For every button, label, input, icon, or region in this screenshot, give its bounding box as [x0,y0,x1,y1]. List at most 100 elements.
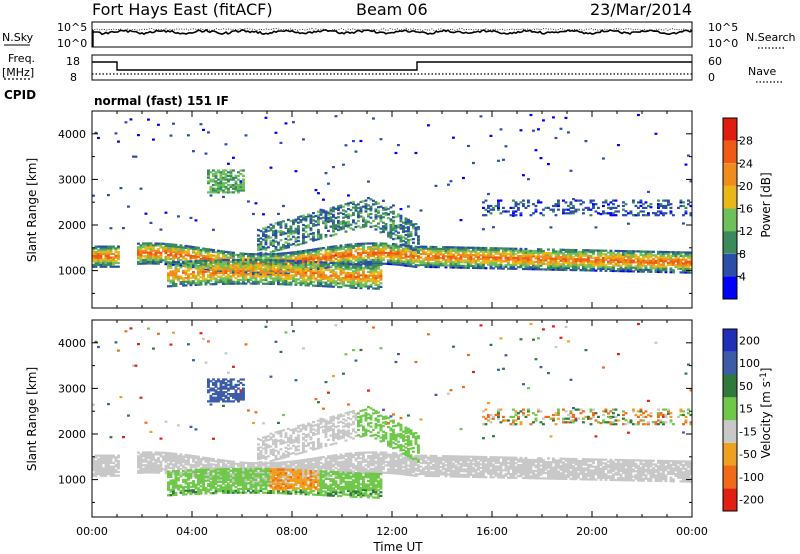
power-cell [427,260,430,263]
power-cell [194,263,198,266]
power-cell [557,250,560,253]
power-cell [379,271,383,274]
power-cell [412,265,415,268]
velocity-cell [177,465,180,468]
power-cell [204,152,208,155]
power-cell [657,199,660,202]
power-cell [604,267,608,271]
power-cell [169,285,173,288]
power-cell [304,260,308,263]
power-cell [209,268,213,271]
power-cell [172,263,175,266]
velocity-cell [119,396,123,399]
power-cell [339,253,343,256]
power-cell [637,255,640,258]
power-cell [572,263,575,266]
power-cell [487,206,490,209]
power-cell [577,199,580,202]
power-cell [662,263,665,266]
velocity-heatmap [92,322,693,499]
velocity-cell [169,470,173,473]
power-cell [302,229,305,232]
power-cell [287,283,290,286]
power-cell [194,276,198,279]
power-cell [372,269,375,272]
power-cell [344,273,348,276]
power-cell [367,247,370,251]
power-cell [522,249,525,252]
power-cell [507,253,510,256]
power-cell [517,206,520,209]
velocity-cell [109,436,113,439]
power-cell [274,259,278,262]
power-cell [684,255,688,258]
power-cell [417,260,420,263]
power-cell [294,261,298,264]
power-cell [337,264,340,267]
power-cell [294,256,298,259]
power-cell [484,250,488,253]
power-cell [587,208,590,211]
velocity-cell [214,481,218,484]
power-cell [632,255,635,258]
velocity-cell [97,461,100,464]
power-cell [444,258,448,262]
power-cell [202,261,205,264]
power-cell [627,251,630,255]
power-cell [212,270,215,273]
velocity-cell [177,488,180,491]
power-cell [189,284,193,287]
power-cell [139,249,143,252]
velocity-cell [214,463,218,466]
power-cell [487,256,490,259]
power-cell [669,269,673,272]
velocity-cell [179,484,183,487]
power-cell [414,253,418,256]
power-cell [179,258,183,262]
power-cell [584,263,588,266]
power-cell [512,258,515,261]
power-cell [582,269,585,272]
velocity-cell [192,475,195,478]
power-cell [337,253,340,257]
power-cell [177,277,180,280]
power-cell [309,238,313,241]
power-cell [469,246,473,249]
power-cell [679,254,683,258]
power-cell [254,262,258,265]
power-cell [524,251,528,254]
velocity-cell [212,492,215,495]
power-cell [187,260,190,263]
power-cell [147,251,150,254]
power-cell [112,252,115,255]
power-cell [142,255,145,258]
velocity-cell [199,474,203,477]
power-cell [689,214,693,217]
power-cell [357,277,360,280]
power-cell [92,251,95,254]
power-cell [232,253,235,256]
power-cell [444,262,448,265]
power-cell [649,256,653,259]
power-cell [232,176,235,179]
velocity-cell [209,475,213,479]
velocity-cell [99,470,103,474]
power-cell [659,267,663,270]
power-cell [629,210,633,213]
power-cell [414,258,418,261]
power-cell [97,249,100,252]
velocity-cell [92,474,95,477]
power-cell [397,237,400,240]
power-cell [152,247,155,250]
power-cell [367,197,370,200]
power-cell [449,249,453,253]
power-cell [217,191,220,194]
power-cell [227,280,230,283]
power-cell [222,178,225,181]
velocity-cell [112,454,115,457]
power-cell [589,199,593,202]
power-cell [327,217,330,220]
power-cell [222,257,225,260]
power-cell [377,263,380,267]
power-cell [379,251,383,254]
